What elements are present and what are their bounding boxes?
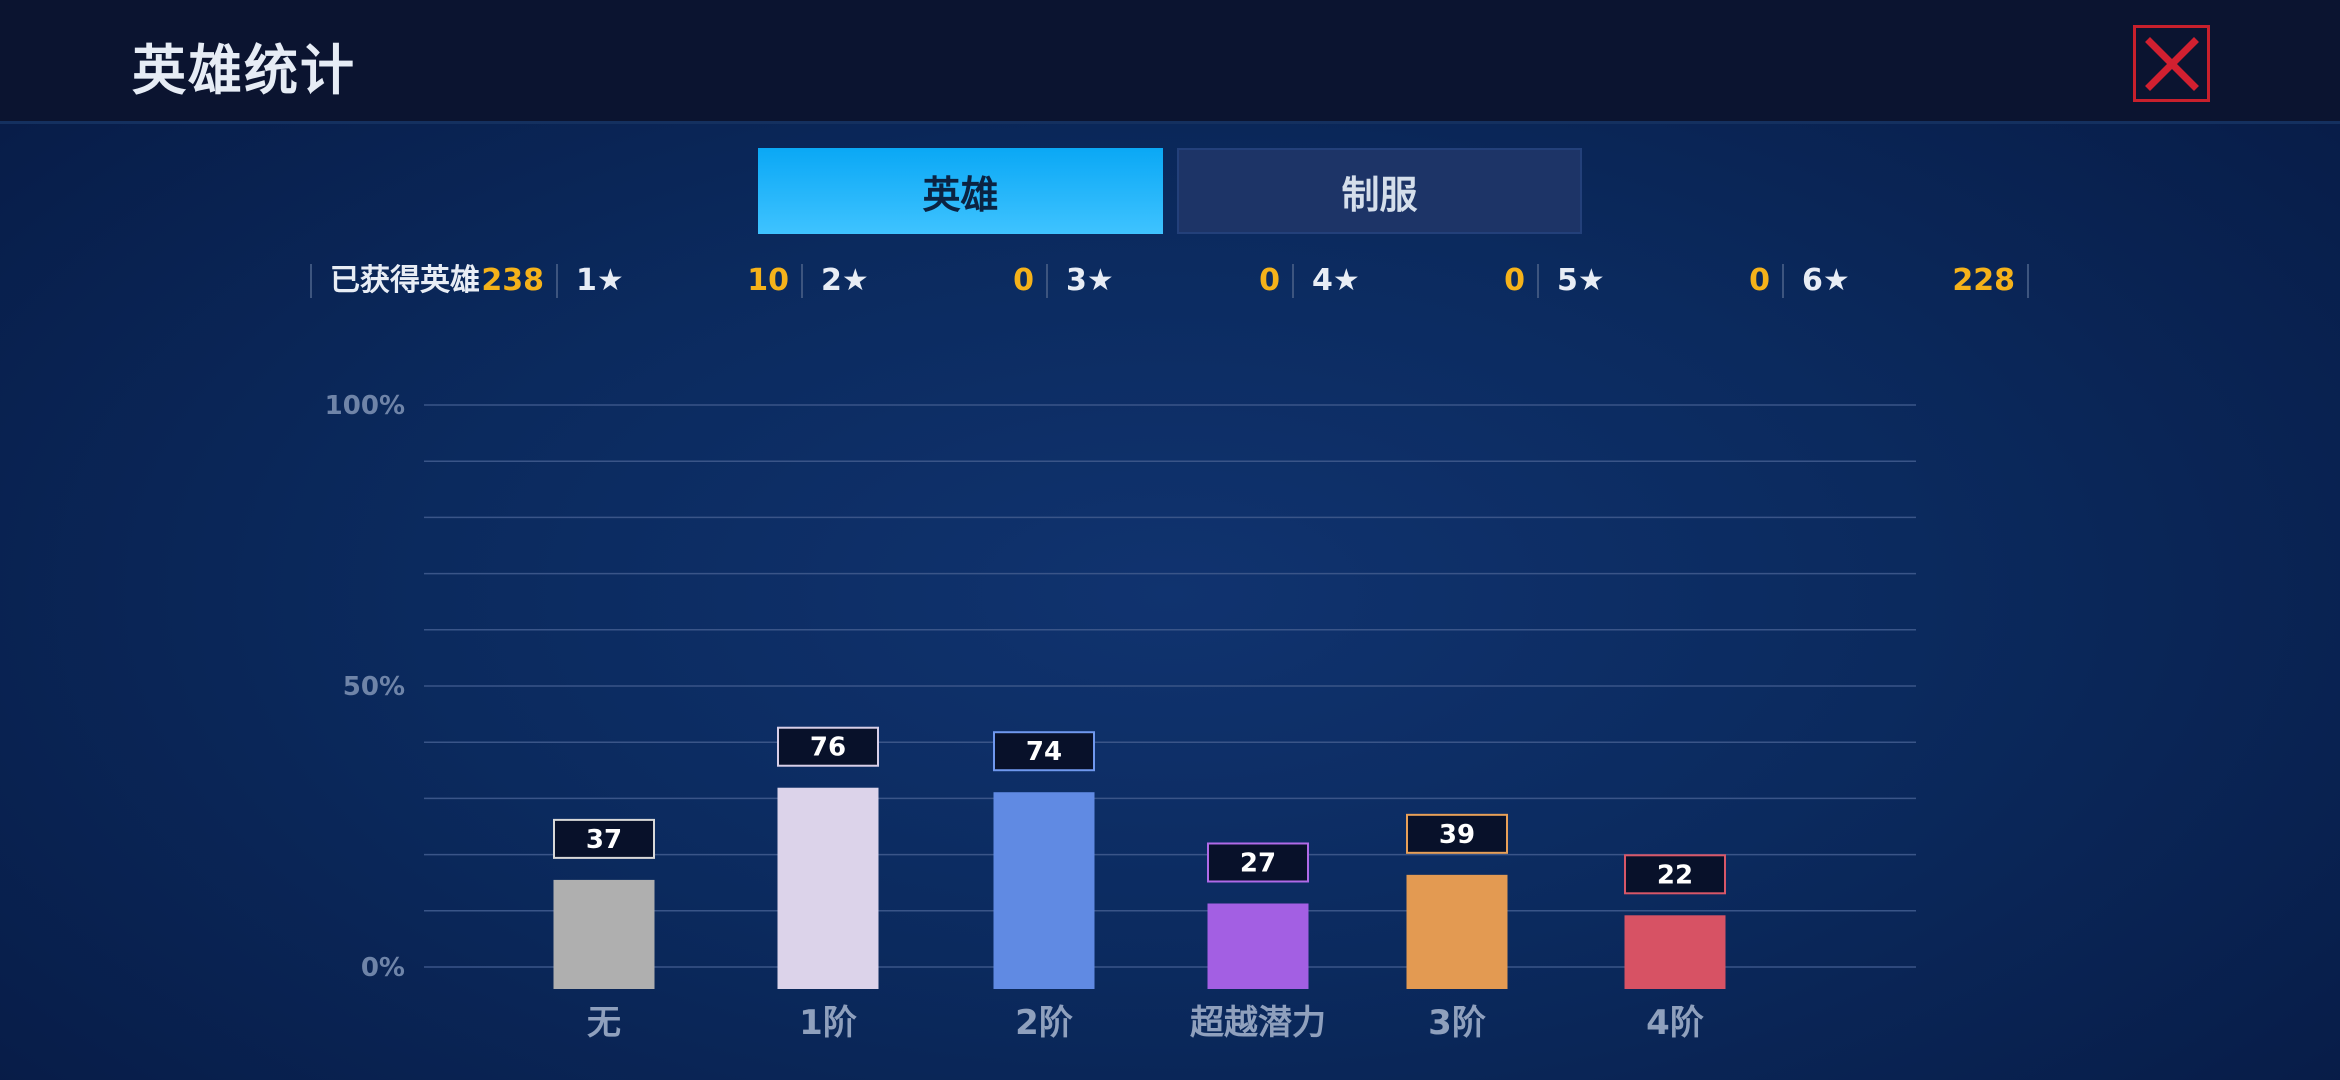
x-tick-label: 无 (587, 1003, 621, 1043)
stat-value: 0 (1259, 263, 1280, 298)
bar-value-label: 39 (1439, 820, 1475, 850)
y-tick-label: 50% (343, 672, 405, 702)
bar-value-label: 74 (1026, 737, 1062, 767)
stat-3-star: 3★ 0 (1046, 264, 1294, 298)
bar-value-box (1406, 813, 1508, 854)
bar (777, 787, 879, 989)
bar (553, 879, 655, 989)
x-tick-label: 3阶 (1428, 1003, 1486, 1043)
stat-label: 4★ (1312, 263, 1360, 298)
bar (1624, 915, 1726, 989)
stat-label: 已获得英雄 (330, 263, 480, 298)
stat-label: 2★ (821, 263, 869, 298)
bar (1207, 903, 1309, 989)
stat-6-star: 6★ 228 (1782, 264, 2029, 298)
x-tick-label: 2阶 (1015, 1003, 1073, 1043)
stat-label: 6★ (1802, 263, 1850, 298)
stat-label: 5★ (1557, 263, 1605, 298)
tab-heroes[interactable]: 英雄 (758, 148, 1163, 234)
bar-value-label: 76 (810, 733, 846, 763)
bar-value-box (1624, 854, 1726, 895)
stat-divider (2027, 264, 2029, 298)
bar-value-label: 22 (1657, 860, 1693, 890)
bar-value-box (1207, 842, 1309, 883)
stat-value: 0 (1013, 263, 1034, 298)
stat-5-star: 5★ 0 (1537, 264, 1784, 298)
y-tick-label: 100% (325, 391, 405, 421)
bar (1406, 874, 1508, 989)
stat-value: 0 (1749, 263, 1770, 298)
x-tick-label: 超越潜力 (1190, 1003, 1326, 1043)
x-tick-label: 1阶 (799, 1003, 857, 1043)
bar-value-box (993, 731, 1095, 772)
bar-value-label: 27 (1240, 848, 1276, 878)
stat-1-star: 1★ 10 (556, 264, 803, 298)
close-button[interactable] (2133, 25, 2210, 102)
bar-value-box (553, 818, 655, 859)
bar (993, 792, 1095, 989)
stat-obtained-heroes: 已获得英雄 238 (310, 264, 558, 298)
bar-value-box (777, 726, 879, 767)
stat-value: 228 (1952, 263, 2015, 298)
stat-4-star: 4★ 0 (1292, 264, 1539, 298)
stat-label: 1★ (576, 263, 624, 298)
page-title: 英雄统计 (132, 39, 356, 102)
stat-value: 238 (481, 263, 544, 298)
stat-2-star: 2★ 0 (801, 264, 1048, 298)
stat-label: 3★ (1066, 263, 1114, 298)
stat-value: 10 (747, 263, 789, 298)
close-icon (2145, 37, 2199, 91)
stat-value: 0 (1504, 263, 1525, 298)
top-bar: 英雄统计 (0, 0, 2340, 124)
x-tick-label: 4阶 (1646, 1003, 1704, 1043)
bar-value-label: 37 (586, 825, 622, 855)
y-tick-label: 0% (361, 953, 405, 983)
tab-uniforms[interactable]: 制服 (1177, 148, 1582, 234)
